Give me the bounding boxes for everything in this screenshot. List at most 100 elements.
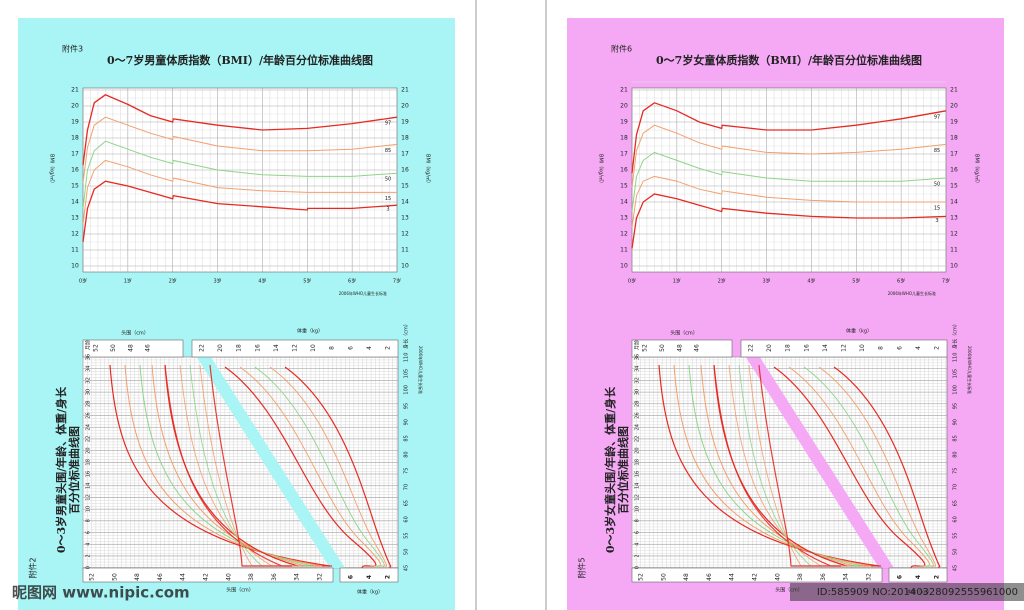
tick-label: 0 — [635, 566, 641, 569]
y-tick-label: 10 — [620, 263, 628, 270]
tick-label: 34 — [843, 573, 850, 581]
tick-label: 85 — [404, 435, 410, 441]
tick-label: 75 — [404, 468, 410, 474]
header-band — [631, 339, 733, 358]
tick-label: 12 — [86, 494, 92, 500]
tick-label: 70 — [953, 484, 959, 490]
percentile-curve — [82, 116, 398, 183]
tick-label: 48 — [134, 573, 141, 581]
lower-title: 百分位标准曲线图 — [67, 426, 81, 514]
y-axis-label: BMI（kg/㎡） — [49, 154, 56, 186]
x-tick-label: 2岁 — [718, 278, 726, 285]
y-tick-label: 11 — [950, 247, 958, 254]
tick-label: 28 — [86, 401, 92, 407]
percentile-curve — [82, 180, 398, 243]
y-tick-label: 20 — [401, 103, 409, 110]
y-tick-label: 18 — [71, 135, 79, 142]
y-tick-label: 13 — [950, 215, 958, 222]
tick-label: 26 — [86, 412, 92, 418]
tick-label: 50 — [404, 549, 410, 555]
percentile-label: 50 — [934, 182, 940, 188]
percentile-label: 50 — [385, 177, 391, 183]
image-id: ID:585909 NO:20140328092555961000 — [817, 587, 1018, 598]
head-curve — [199, 364, 302, 567]
tick-label: 70 — [404, 484, 410, 490]
axis-label: 身长（cm） — [952, 321, 959, 349]
tick-label: 18 — [635, 459, 641, 465]
tick-label: 18 — [236, 344, 243, 352]
tick-label: 8 — [878, 346, 885, 350]
axis-label: 头围（cm） — [226, 587, 254, 594]
tick-label: 10 — [310, 344, 317, 352]
y-axis-label: BMI（kg/㎡） — [598, 154, 605, 186]
tick-label: 6 — [86, 531, 92, 534]
y-tick-label: 16 — [71, 167, 79, 174]
tick-label: 85 — [953, 435, 959, 441]
percentile-curve — [631, 151, 947, 212]
tick-label: 36 — [271, 573, 278, 581]
y-tick-label: 14 — [950, 199, 958, 206]
x-tick-label: 7岁 — [393, 278, 401, 285]
tick-label: 4 — [366, 346, 373, 350]
head-curve — [189, 364, 312, 567]
tick-label: 6 — [896, 346, 903, 350]
tick-label: 32 — [86, 377, 92, 383]
tick-label: 6 — [348, 575, 355, 579]
weight-curve — [818, 366, 937, 569]
y-tick-label: 12 — [620, 231, 628, 238]
head-curve — [164, 364, 299, 567]
tick-label: 45 — [404, 565, 410, 571]
axis-label: 体重（kg） — [846, 328, 872, 335]
y-axis-label: BMI（kg/㎡） — [974, 154, 981, 186]
tick-label: 14 — [635, 483, 641, 489]
lower-title: 0～3岁男童头围/年龄、体重/身长 — [54, 386, 68, 553]
page-girls: 附件6 0～7岁女童体质指数（BMI）/年龄百分位标准曲线图 10 10 11 11 12 1… — [567, 18, 1004, 610]
x-tick-label: 4岁 — [258, 278, 266, 285]
weight-curve — [833, 366, 941, 569]
tick-label: 20 — [635, 447, 641, 453]
tick-label: 90 — [404, 419, 410, 425]
tick-label: 80 — [953, 451, 959, 457]
percentile-curve — [631, 175, 946, 228]
header-band — [740, 339, 948, 358]
axis-label: 体重（kg） — [357, 589, 383, 596]
x-tick-label: 1岁 — [124, 278, 132, 285]
y-tick-label: 13 — [71, 215, 79, 222]
tick-label: 34 — [635, 366, 641, 372]
tick-label: 16 — [635, 471, 641, 477]
tick-label: 60 — [404, 516, 410, 522]
y-tick-label: 15 — [401, 183, 409, 190]
head-curve — [758, 364, 841, 567]
tick-label: 18 — [785, 344, 792, 352]
tick-label: 4 — [86, 543, 92, 546]
tick-label: 32 — [866, 573, 873, 581]
tick-label: 100 — [404, 385, 410, 395]
page-boys: 附件3 0～7岁男童体质指数（BMI）/年龄百分位标准曲线图 10 10 11 11 12 1… — [18, 18, 455, 610]
y-tick-label: 10 — [71, 263, 79, 270]
tick-label: 24 — [635, 424, 641, 430]
id-banner — [790, 583, 1024, 601]
tick-label: 6 — [635, 531, 641, 534]
tick-label: 30 — [635, 389, 641, 395]
tick-label: 46 — [706, 573, 713, 581]
tick-label: 10 — [86, 506, 92, 512]
tick-label: 20 — [217, 344, 224, 352]
y-axis-label: BMI（kg/㎡） — [425, 154, 432, 186]
attachment-label: 附件3 — [62, 44, 83, 54]
tick-label: 4 — [915, 346, 922, 350]
tick-label: 46 — [145, 344, 152, 352]
tick-label: 36 — [86, 354, 92, 360]
tick-label: 20 — [86, 447, 92, 453]
lower-attachment-label: 附件2 — [28, 557, 38, 578]
tick-label: 110 — [404, 353, 410, 363]
head-curve — [179, 364, 322, 567]
y-tick-label: 19 — [620, 119, 628, 126]
watermark: 昵图网 www.nipic.com — [12, 584, 190, 602]
x-tick-label: 0岁 — [628, 278, 636, 285]
y-tick-label: 15 — [950, 183, 958, 190]
tick-label: 10 — [635, 506, 641, 512]
y-tick-label: 19 — [71, 119, 79, 126]
footer-band — [82, 567, 334, 583]
y-tick-label: 18 — [620, 135, 628, 142]
